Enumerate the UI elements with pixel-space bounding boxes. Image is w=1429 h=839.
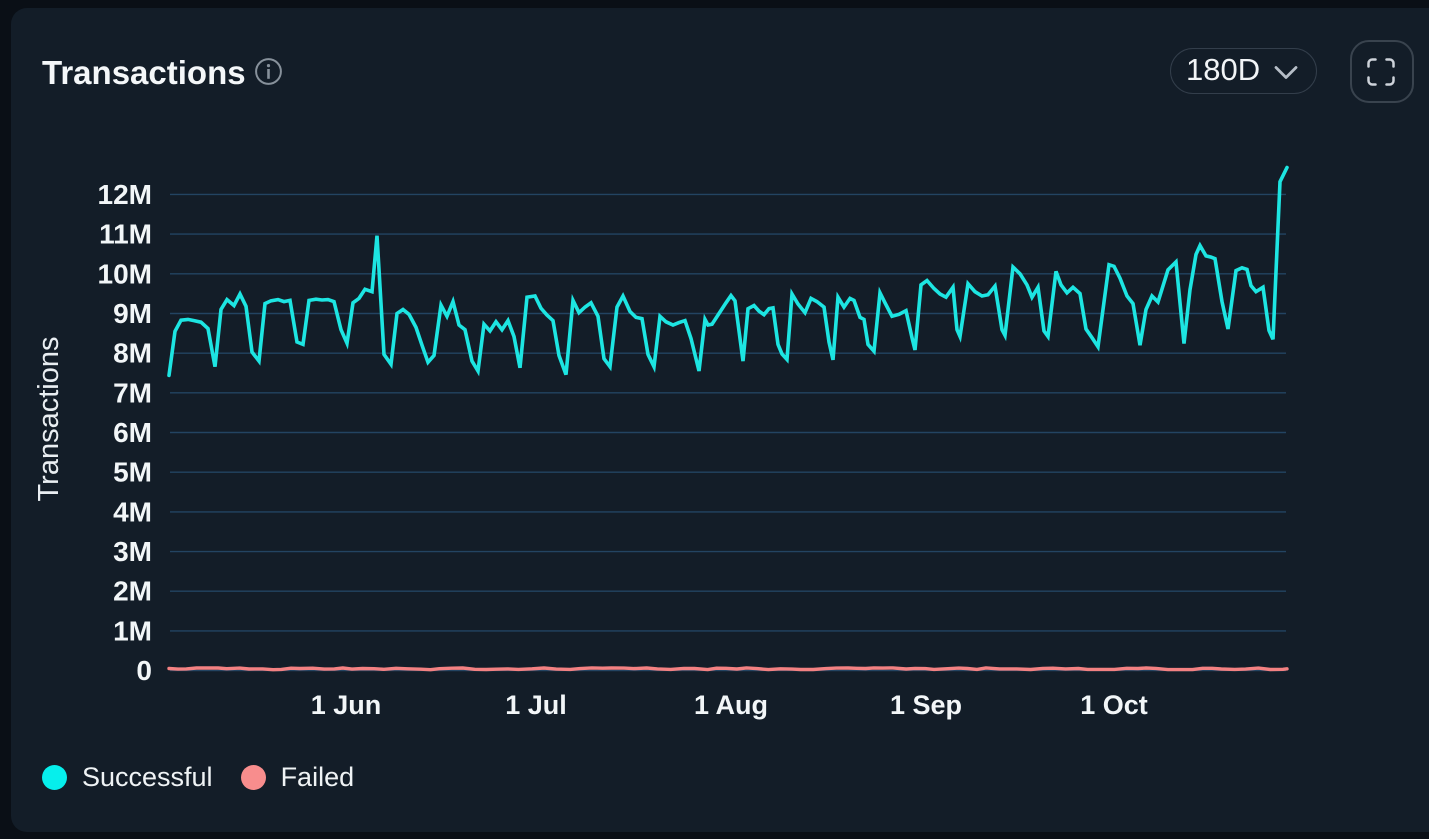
svg-text:10M: 10M [98, 258, 152, 289]
svg-text:2M: 2M [113, 576, 152, 607]
svg-text:11M: 11M [99, 219, 152, 250]
svg-text:12M: 12M [98, 179, 152, 210]
svg-text:6M: 6M [113, 417, 152, 448]
svg-text:7M: 7M [113, 377, 152, 408]
svg-text:4M: 4M [113, 496, 152, 527]
svg-text:1 Jul: 1 Jul [505, 690, 567, 720]
svg-text:Transactions: Transactions [33, 337, 65, 502]
svg-text:3M: 3M [113, 536, 152, 567]
svg-text:9M: 9M [113, 298, 152, 329]
svg-text:8M: 8M [113, 338, 152, 369]
svg-text:0: 0 [136, 655, 152, 686]
svg-text:1M: 1M [113, 615, 152, 646]
svg-text:1 Aug: 1 Aug [694, 690, 768, 720]
svg-text:1 Jun: 1 Jun [311, 690, 382, 720]
svg-text:1 Oct: 1 Oct [1080, 690, 1148, 720]
svg-text:1 Sep: 1 Sep [890, 690, 962, 720]
svg-text:5M: 5M [113, 457, 152, 488]
